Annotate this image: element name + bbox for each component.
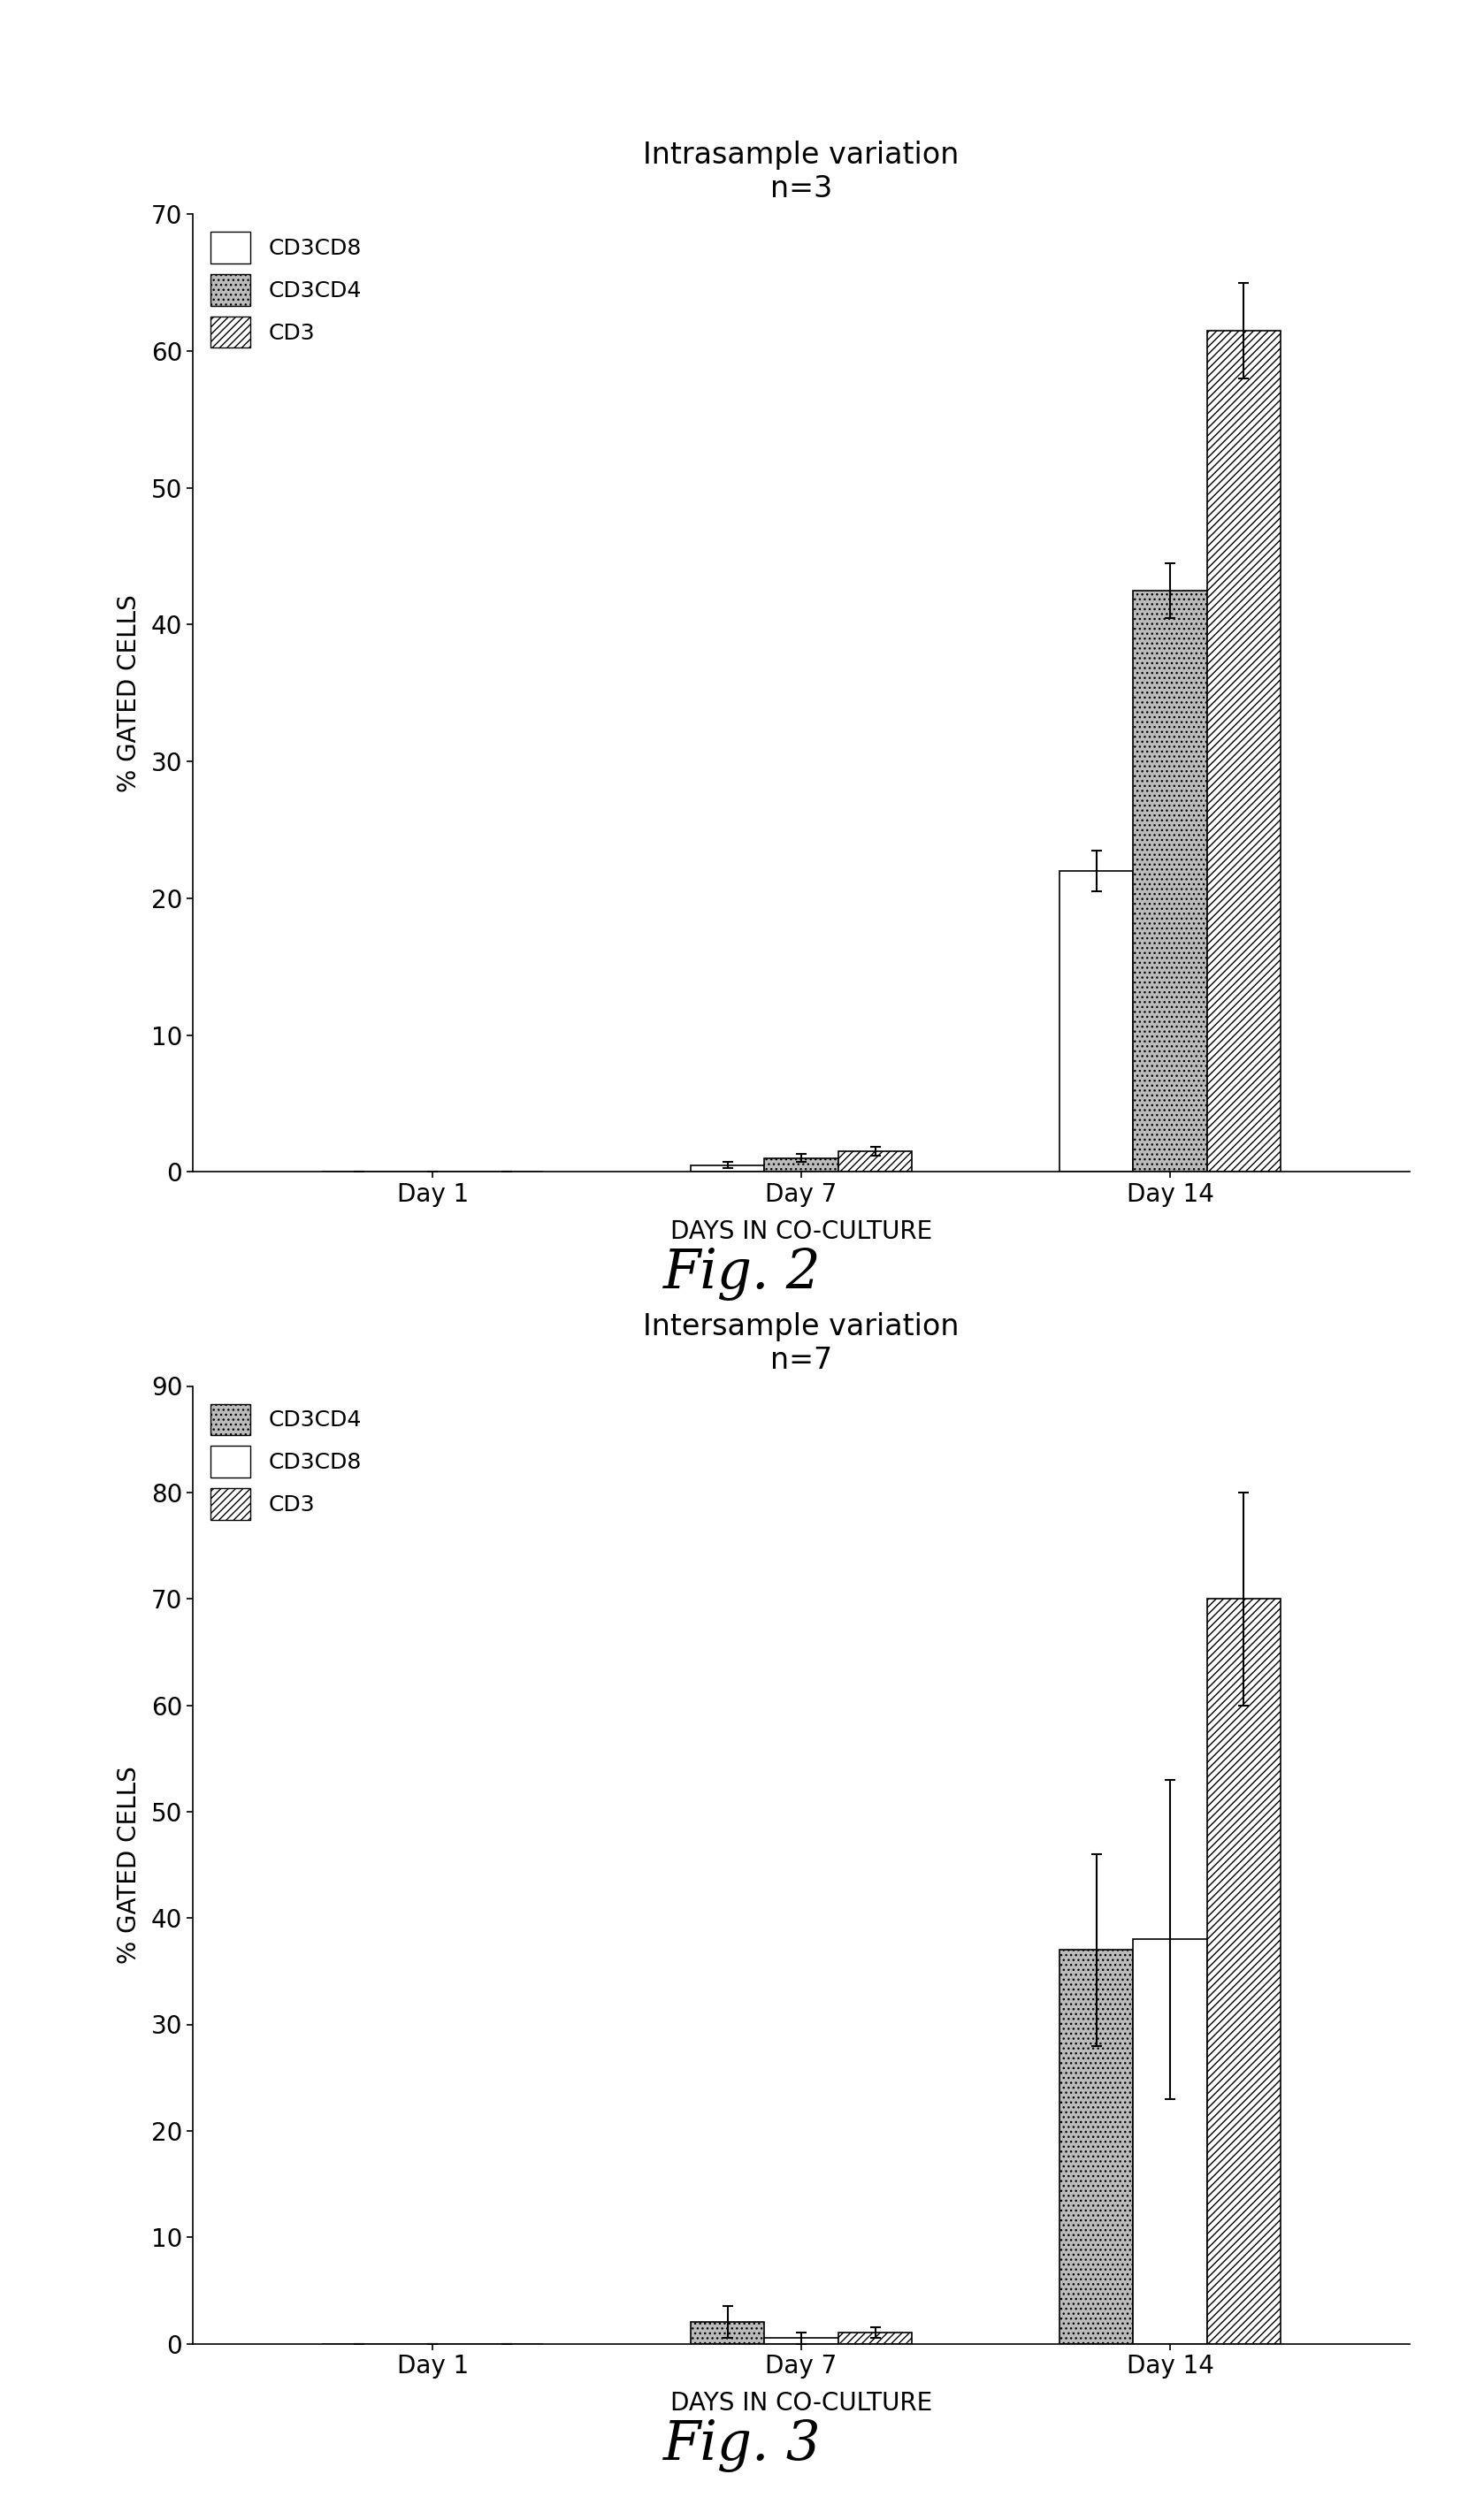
Y-axis label: % GATED CELLS: % GATED CELLS — [117, 1767, 141, 1963]
Title: Intrasample variation
n=3: Intrasample variation n=3 — [644, 141, 959, 204]
Bar — [690, 1164, 764, 1172]
X-axis label: DAYS IN CO-CULTURE: DAYS IN CO-CULTURE — [671, 1220, 932, 1245]
Y-axis label: % GATED CELLS: % GATED CELLS — [117, 595, 141, 791]
Legend: CD3CD4, CD3CD8, CD3: CD3CD4, CD3CD8, CD3 — [203, 1396, 368, 1527]
Bar — [1134, 590, 1206, 1172]
Text: Fig. 2: Fig. 2 — [663, 1247, 821, 1300]
Bar — [1206, 330, 1281, 1172]
Bar — [764, 2339, 838, 2344]
Bar — [1060, 1950, 1134, 2344]
Bar — [690, 2323, 764, 2344]
Text: Fig. 3: Fig. 3 — [663, 2419, 821, 2472]
Legend: CD3CD8, CD3CD4, CD3: CD3CD8, CD3CD4, CD3 — [203, 224, 368, 355]
Title: Intersample variation
n=7: Intersample variation n=7 — [643, 1313, 960, 1376]
Bar — [1206, 1598, 1281, 2344]
Bar — [764, 1159, 838, 1172]
X-axis label: DAYS IN CO-CULTURE: DAYS IN CO-CULTURE — [671, 2391, 932, 2417]
Bar — [838, 1152, 913, 1172]
Bar — [1060, 872, 1134, 1172]
Bar — [1134, 1940, 1206, 2344]
Bar — [838, 2334, 913, 2344]
